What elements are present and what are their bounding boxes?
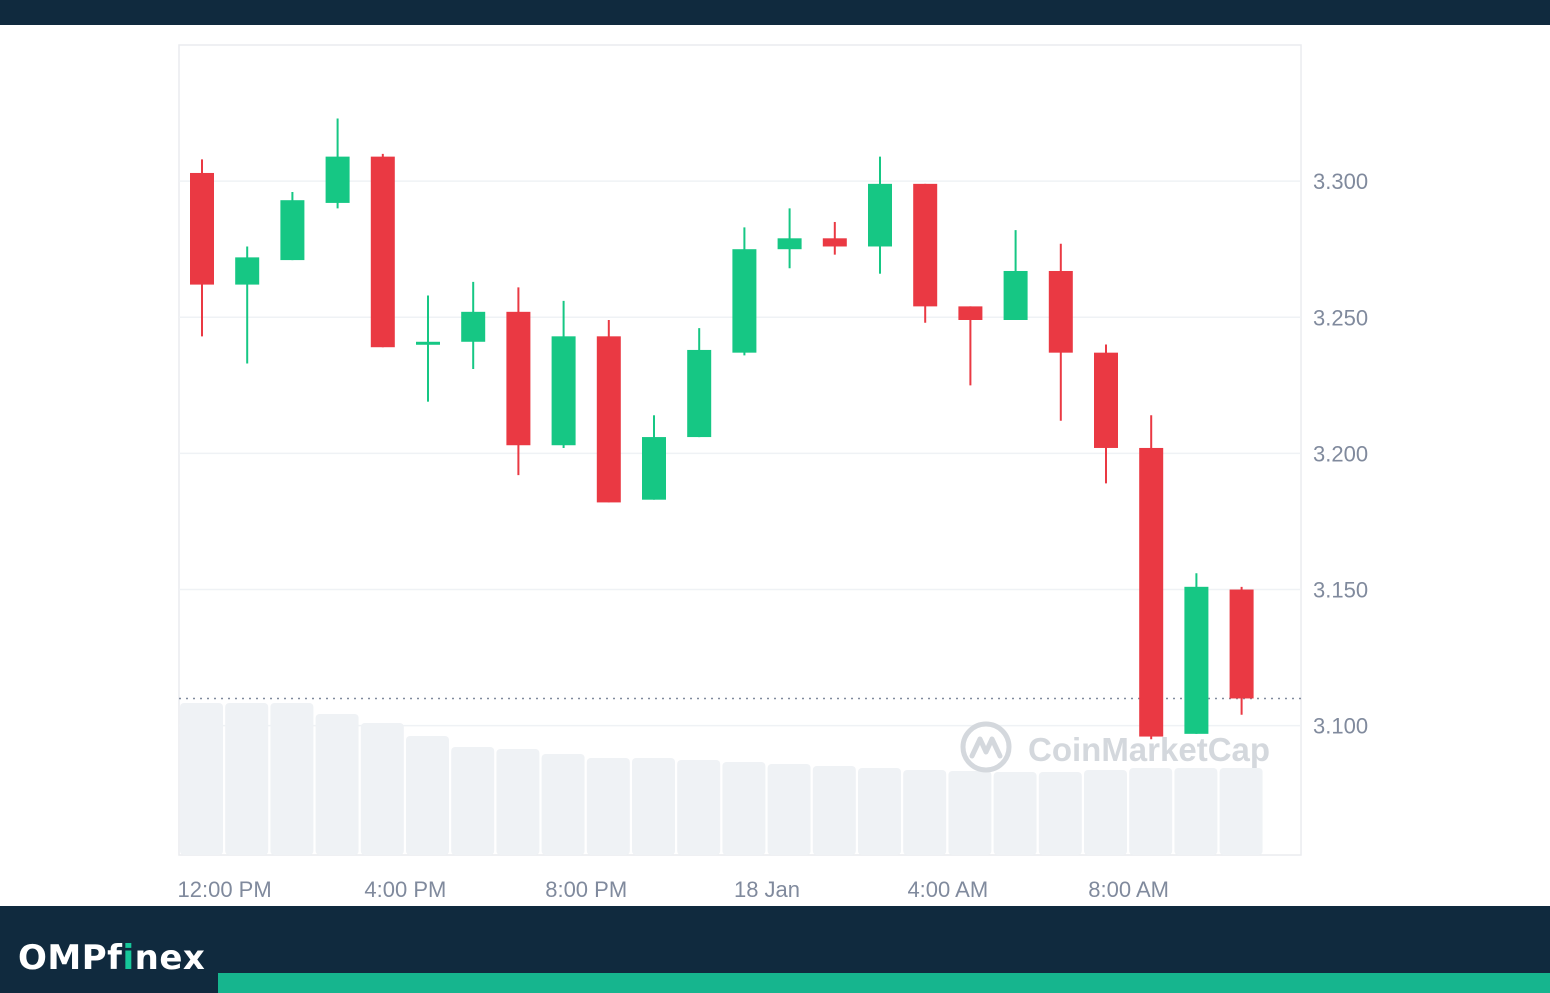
x-tick-label: 8:00 PM — [545, 877, 627, 902]
y-axis-labels: 3.300 3.250 3.200 3.150 3.100 — [1313, 169, 1368, 739]
candle — [596, 319, 621, 503]
x-tick-label: 4:00 PM — [364, 877, 446, 902]
volume-bar — [1084, 770, 1127, 855]
candle — [235, 246, 260, 364]
candle-body — [913, 183, 938, 307]
y-tick-label: 3.150 — [1313, 578, 1368, 603]
footer-accent-stripe — [218, 973, 1550, 993]
volume-bars — [180, 703, 1263, 855]
candle-body — [235, 257, 260, 285]
candle — [461, 281, 486, 369]
candle-body — [551, 336, 576, 446]
candle — [913, 183, 938, 323]
candle — [325, 118, 350, 209]
candle — [370, 153, 395, 348]
candle-body — [506, 311, 531, 446]
candle-body — [190, 172, 214, 285]
volume-bar — [812, 766, 856, 855]
top-banner — [0, 0, 1550, 25]
candle-body — [1139, 447, 1164, 737]
candle — [958, 306, 983, 386]
candle — [822, 221, 847, 255]
y-tick-label: 3.200 — [1313, 441, 1368, 466]
candle — [416, 295, 440, 402]
candle — [1094, 344, 1118, 484]
y-tick-label: 3.100 — [1313, 714, 1368, 739]
volume-bar — [948, 771, 992, 855]
candle — [190, 159, 214, 337]
volume-bar — [225, 703, 269, 855]
watermark-text: CoinMarketCap — [1028, 731, 1270, 768]
x-axis-labels: 12:00 PM 4:00 PM 8:00 PM 18 Jan 4:00 AM 8:00 … — [178, 877, 1169, 902]
candle-body — [280, 200, 305, 261]
volume-bar — [451, 747, 495, 855]
candle-body — [642, 437, 666, 500]
volume-bar — [722, 762, 766, 855]
volume-bar — [496, 749, 540, 855]
candle — [1048, 243, 1073, 421]
candle — [1184, 573, 1209, 734]
candle-body — [461, 311, 486, 342]
candle — [777, 208, 802, 269]
candle-body — [777, 238, 802, 250]
candle-body — [1094, 352, 1118, 448]
candle — [642, 415, 666, 500]
candle-body — [1229, 589, 1254, 699]
candle — [1139, 415, 1164, 740]
candle — [1003, 230, 1028, 320]
volume-bar — [632, 758, 675, 855]
coinmarketcap-logo-icon — [960, 721, 1012, 773]
volume-bar — [1174, 768, 1218, 855]
x-tick-label: 18 Jan — [734, 877, 800, 902]
y-tick-label: 3.300 — [1313, 169, 1368, 194]
candle — [732, 227, 757, 356]
candle — [1229, 586, 1254, 715]
candle — [551, 300, 576, 448]
candle-body — [1184, 586, 1209, 734]
candle — [868, 156, 892, 274]
candle-body — [1003, 270, 1028, 320]
volume-bar — [993, 772, 1037, 855]
candle-body — [416, 341, 440, 345]
brand-text-part3: nex — [134, 938, 206, 978]
volume-bar — [315, 714, 359, 855]
volume-bar — [406, 736, 449, 855]
volume-bar — [677, 760, 721, 855]
candle — [280, 192, 305, 261]
volume-bar — [1038, 772, 1082, 855]
candle-body — [1048, 270, 1073, 353]
candlestick-chart-svg: CoinMarketCap 3.3003.2503.2003.1503.100 … — [178, 44, 1368, 902]
candle — [506, 287, 531, 476]
volume-bar — [767, 764, 811, 855]
volume-bar — [586, 758, 630, 855]
candle-body — [868, 183, 892, 247]
candles — [190, 118, 1254, 740]
candle-body — [325, 156, 350, 203]
volume-bar — [541, 754, 585, 855]
candle — [687, 328, 712, 438]
candle-body — [732, 249, 757, 353]
volume-bar — [270, 703, 314, 855]
volume-bar — [180, 703, 223, 855]
brand-text-part1: OMPf — [18, 938, 123, 978]
volume-bar — [1219, 768, 1263, 855]
candle-body — [370, 156, 395, 348]
x-tick-label: 8:00 AM — [1088, 877, 1169, 902]
candle-body — [958, 306, 983, 320]
candle-body — [822, 238, 847, 247]
candle-body — [596, 336, 621, 503]
price-chart: CoinMarketCap 3.300 3.250 3.200 3.150 3.100 … — [0, 25, 1550, 906]
plot-frame — [178, 44, 1302, 856]
brand-text-highlight: i — [122, 938, 135, 978]
volume-bar — [858, 768, 901, 855]
volume-bar — [903, 770, 947, 855]
x-tick-label: 4:00 AM — [907, 877, 988, 902]
candle-body — [687, 349, 712, 438]
volume-bar — [360, 723, 404, 855]
watermark: CoinMarketCap — [960, 721, 1270, 773]
brand-logo: OMPfinex — [18, 938, 205, 978]
y-tick-label: 3.250 — [1313, 305, 1368, 330]
volume-bar — [1129, 768, 1173, 855]
x-tick-label: 12:00 PM — [178, 877, 272, 902]
